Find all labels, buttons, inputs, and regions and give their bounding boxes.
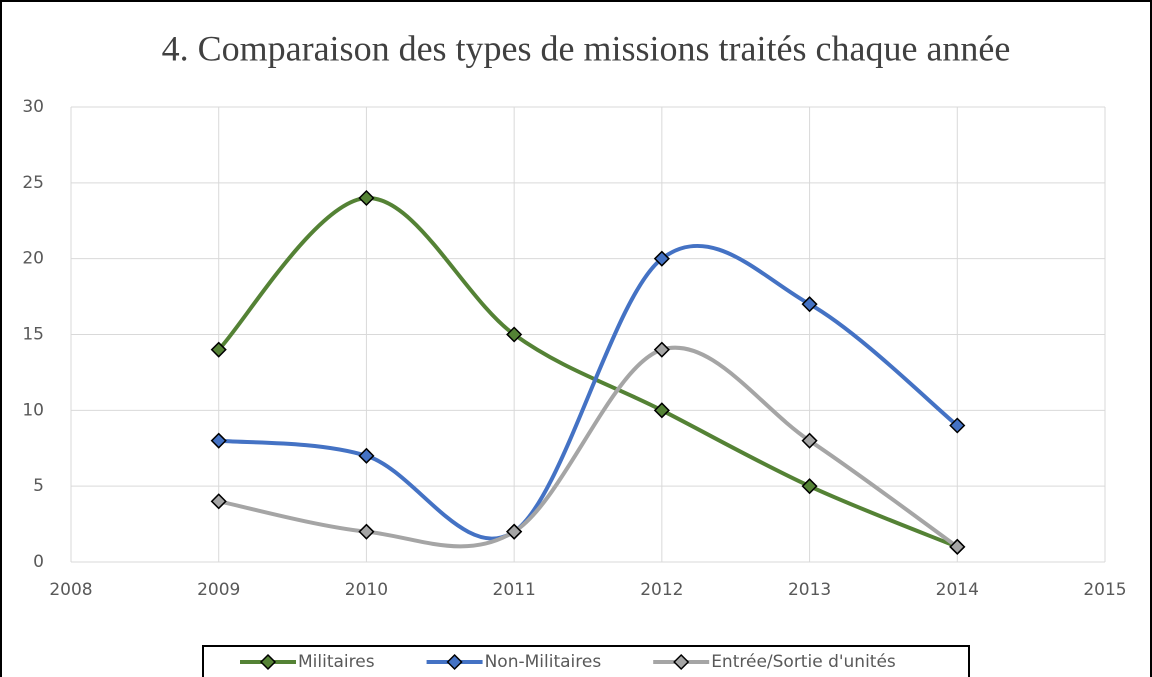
marker [653,402,670,419]
x-tick-label: 2014 [936,580,979,600]
marker [949,538,966,555]
x-tick-label: 2013 [788,580,831,600]
marker [506,326,523,343]
x-tick-label: 2012 [640,580,683,600]
marker [801,478,818,495]
marker [506,523,523,540]
x-tick-label: 2009 [197,580,240,600]
marker [653,250,670,267]
series-line [217,195,959,549]
marker [653,341,670,358]
legend-marker [673,653,690,671]
x-tick-label: 2010 [345,580,388,600]
legend-box [202,645,970,677]
y-tick-label: 20 [22,249,44,269]
legend-marker [446,653,463,671]
marker [358,189,375,207]
y-tick-label: 30 [22,97,44,117]
x-tick-label: 2015 [1083,580,1126,600]
legend-label: Non-Militaires [485,652,602,672]
marker [358,523,375,540]
y-tick-label: 15 [22,325,44,345]
x-tick-label: 2011 [493,580,536,600]
y-tick-label: 5 [33,476,44,496]
y-tick-label: 0 [33,552,44,572]
legend-label: Entrée/Sortie d'unités [711,652,896,672]
y-tick-label: 25 [22,173,44,193]
marker [358,447,375,464]
marker [801,432,818,449]
marker [949,417,966,434]
marker [210,341,227,358]
marker [210,493,227,510]
marker [210,432,227,449]
x-tick-label: 2008 [49,580,92,600]
legend-marker [259,653,277,671]
y-tick-label: 10 [22,400,44,420]
chart-title: 4. Comparaison des types de missions tra… [162,28,1011,68]
legend-label: Militaires [298,652,375,672]
marker [801,296,818,313]
legend: Militaires Non-Militaires Entrée/Sortie d'… [202,645,970,677]
